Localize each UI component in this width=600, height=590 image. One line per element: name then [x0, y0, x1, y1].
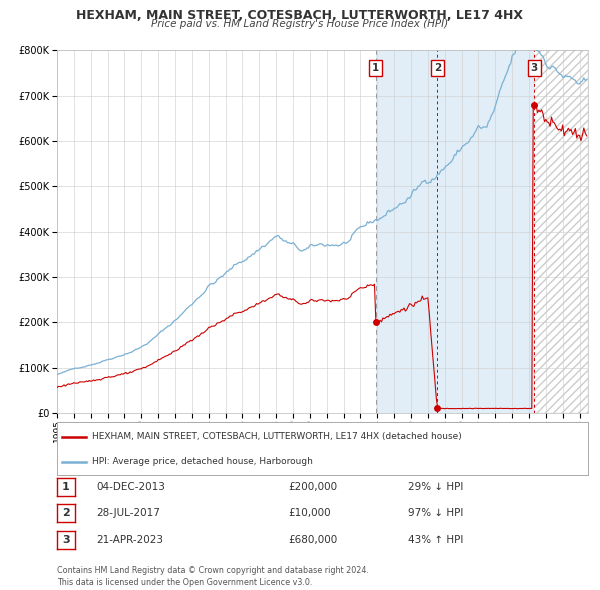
Text: 43% ↑ HPI: 43% ↑ HPI — [408, 535, 463, 545]
Text: 1: 1 — [62, 482, 70, 491]
Bar — [376, 50, 534, 413]
Text: 2: 2 — [434, 63, 441, 73]
Text: 1: 1 — [373, 63, 380, 73]
Text: 97% ↓ HPI: 97% ↓ HPI — [408, 509, 463, 518]
Text: 28-JUL-2017: 28-JUL-2017 — [96, 509, 160, 518]
Text: £680,000: £680,000 — [288, 535, 337, 545]
Text: 29% ↓ HPI: 29% ↓ HPI — [408, 482, 463, 491]
Text: 3: 3 — [530, 63, 538, 73]
Text: £10,000: £10,000 — [288, 509, 331, 518]
Text: 21-APR-2023: 21-APR-2023 — [96, 535, 163, 545]
Text: Price paid vs. HM Land Registry's House Price Index (HPI): Price paid vs. HM Land Registry's House … — [151, 19, 449, 30]
Text: HEXHAM, MAIN STREET, COTESBACH, LUTTERWORTH, LE17 4HX: HEXHAM, MAIN STREET, COTESBACH, LUTTERWO… — [77, 9, 523, 22]
Text: HPI: Average price, detached house, Harborough: HPI: Average price, detached house, Harb… — [92, 457, 313, 466]
Text: £200,000: £200,000 — [288, 482, 337, 491]
Text: 3: 3 — [62, 535, 70, 545]
Text: 04-DEC-2013: 04-DEC-2013 — [96, 482, 165, 491]
Bar — [534, 50, 588, 413]
Text: HEXHAM, MAIN STREET, COTESBACH, LUTTERWORTH, LE17 4HX (detached house): HEXHAM, MAIN STREET, COTESBACH, LUTTERWO… — [92, 432, 461, 441]
Text: This data is licensed under the Open Government Licence v3.0.: This data is licensed under the Open Gov… — [57, 578, 313, 587]
Text: Contains HM Land Registry data © Crown copyright and database right 2024.: Contains HM Land Registry data © Crown c… — [57, 566, 369, 575]
Text: 2: 2 — [62, 509, 70, 518]
